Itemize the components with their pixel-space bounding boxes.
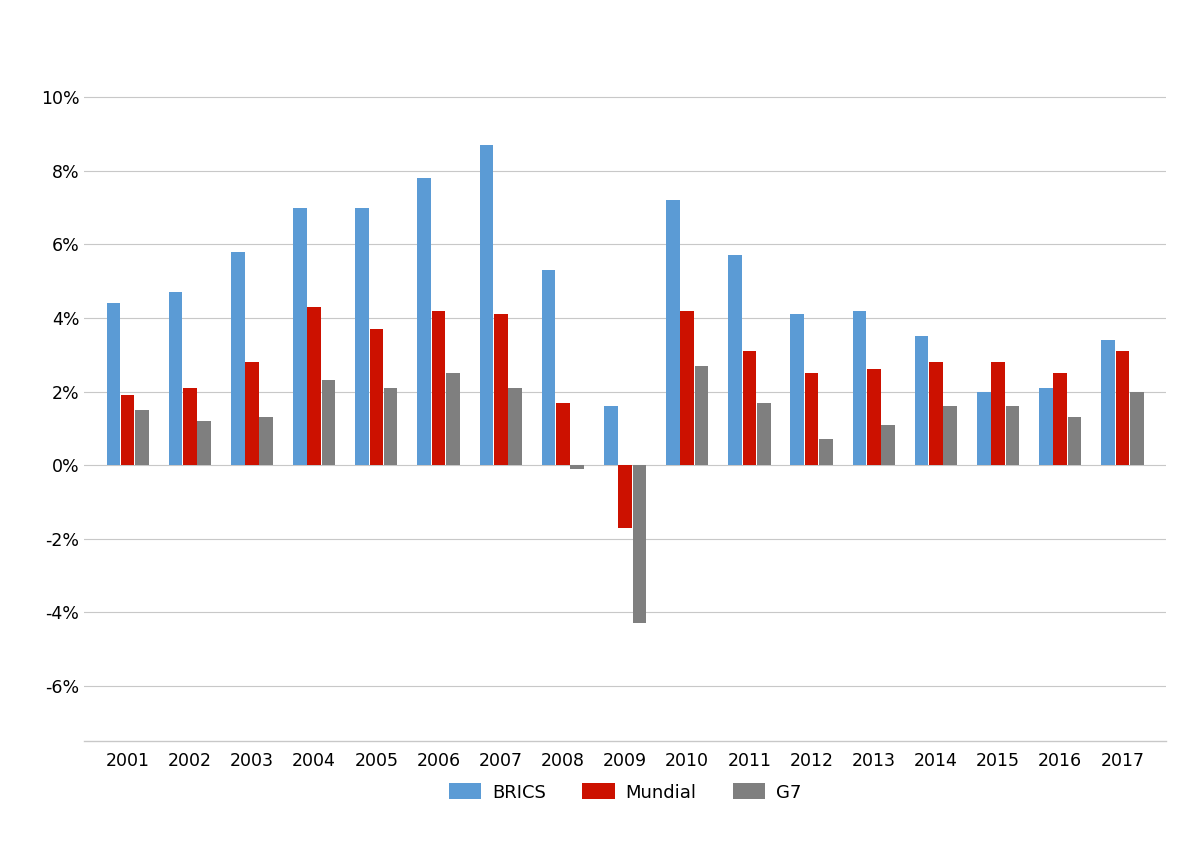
Bar <box>695 365 708 465</box>
Bar <box>977 392 990 465</box>
Bar <box>557 402 570 465</box>
Bar <box>121 395 135 465</box>
Bar <box>603 406 618 465</box>
Bar <box>107 303 120 465</box>
Bar <box>542 270 555 465</box>
Bar <box>852 311 867 465</box>
Bar <box>992 362 1005 465</box>
Bar <box>508 388 522 465</box>
Bar <box>308 307 321 465</box>
Bar <box>728 255 742 465</box>
Bar <box>1039 388 1053 465</box>
Bar <box>322 381 335 465</box>
Bar <box>369 329 383 465</box>
Bar <box>1006 406 1019 465</box>
Bar <box>1115 351 1129 465</box>
Bar <box>666 200 680 465</box>
Bar <box>632 465 647 623</box>
Bar <box>757 402 770 465</box>
Bar <box>1130 392 1143 465</box>
Bar <box>135 410 149 465</box>
Bar <box>383 388 398 465</box>
Bar <box>197 421 212 465</box>
Bar <box>618 465 632 528</box>
Bar <box>245 362 258 465</box>
Bar <box>915 336 928 465</box>
Bar <box>867 370 881 465</box>
Bar <box>791 314 804 465</box>
Bar <box>417 179 432 465</box>
Bar <box>494 314 507 465</box>
Bar <box>819 440 833 465</box>
Bar <box>929 362 942 465</box>
Bar <box>168 292 183 465</box>
Bar <box>944 406 957 465</box>
Bar <box>804 373 819 465</box>
Bar <box>260 418 273 465</box>
Bar <box>356 208 369 465</box>
Bar <box>570 465 584 469</box>
Bar <box>446 373 459 465</box>
Bar <box>743 351 756 465</box>
Bar <box>680 311 694 465</box>
Bar <box>881 424 894 465</box>
Bar <box>293 208 307 465</box>
Bar <box>480 145 493 465</box>
Bar <box>1101 340 1115 465</box>
Bar <box>1067 418 1082 465</box>
Bar <box>432 311 446 465</box>
Bar <box>183 388 197 465</box>
Bar <box>231 252 244 465</box>
Bar <box>1053 373 1067 465</box>
Legend: BRICS, Mundial, G7: BRICS, Mundial, G7 <box>441 776 809 809</box>
